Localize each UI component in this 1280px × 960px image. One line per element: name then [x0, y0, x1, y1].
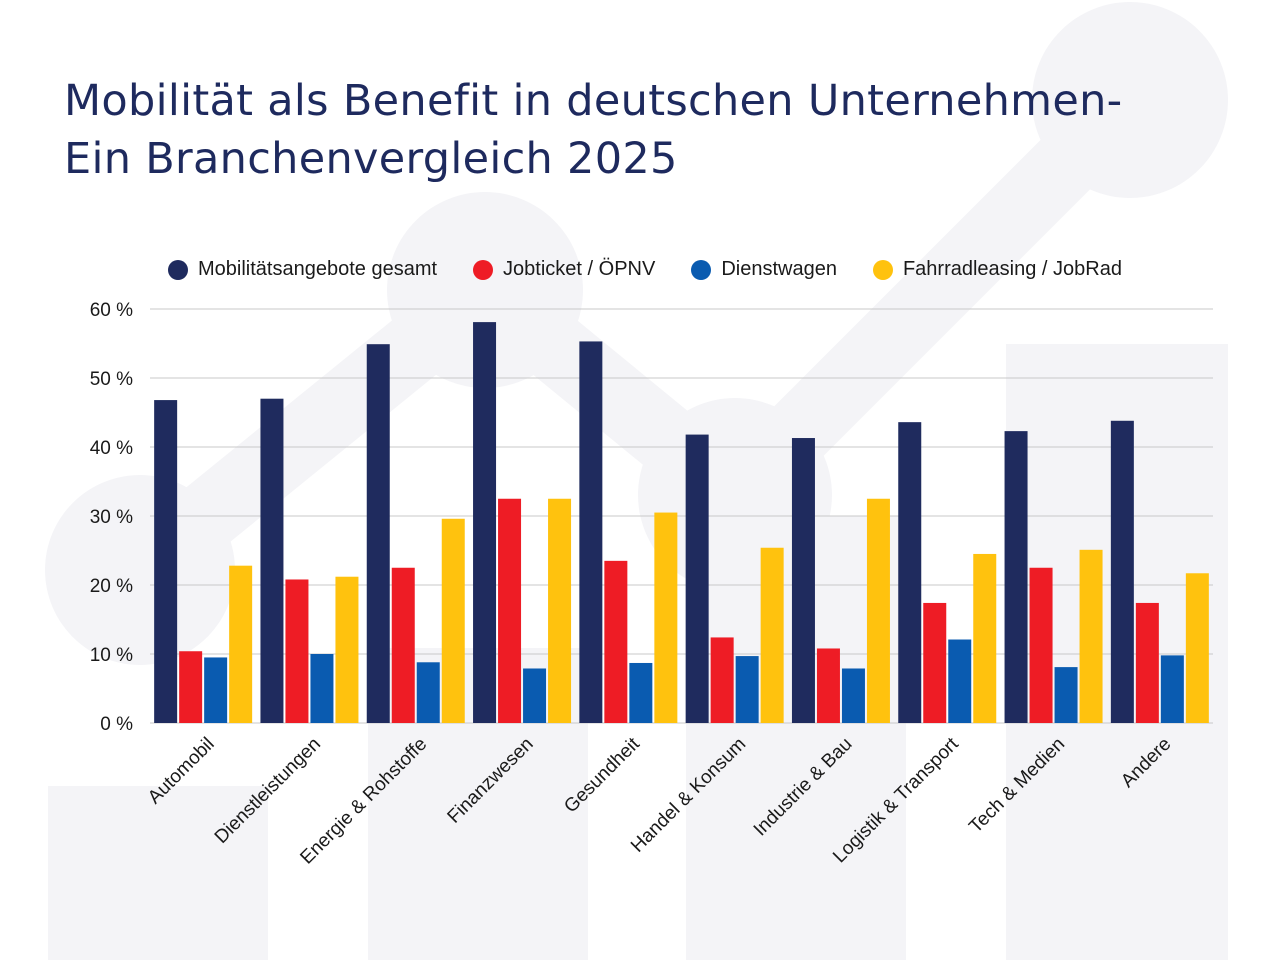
bar-mobilit-tsangebote-gesamt	[898, 422, 922, 723]
bar-fahrradleasing-jobrad	[441, 518, 465, 723]
legend-swatch	[168, 259, 188, 280]
bar-jobticket-pnv	[498, 498, 522, 723]
bar-fahrradleasing-jobrad	[866, 498, 890, 723]
bar-jobticket-pnv	[816, 648, 840, 723]
bar-fahrradleasing-jobrad	[973, 553, 997, 723]
legend-item: Mobilitätsangebote gesamt	[168, 258, 437, 281]
bar-dienstwagen	[523, 668, 547, 723]
legend-item: Jobticket / ÖPNV	[473, 258, 655, 281]
bar-dienstwagen	[735, 656, 759, 723]
bar-dienstwagen	[1160, 655, 1184, 723]
bar-mobilit-tsangebote-gesamt	[260, 398, 284, 723]
bar-fahrradleasing-jobrad	[1079, 549, 1103, 723]
bar-dienstwagen	[629, 662, 653, 723]
bar-dienstwagen	[1054, 667, 1078, 723]
bar-jobticket-pnv	[391, 567, 415, 723]
bar-mobilit-tsangebote-gesamt	[1110, 420, 1134, 723]
bar-fahrradleasing-jobrad	[335, 576, 359, 723]
y-tick-label: 30 %	[90, 507, 133, 528]
x-category-label: Dienstleistungen	[211, 734, 325, 848]
x-category-label: Tech & Medien	[965, 734, 1069, 838]
legend-item: Dienstwagen	[691, 258, 837, 281]
bar-jobticket-pnv	[923, 602, 947, 723]
bar-jobticket-pnv	[710, 637, 734, 723]
bar-mobilit-tsangebote-gesamt	[579, 341, 603, 723]
legend-label: Mobilitätsangebote gesamt	[198, 258, 438, 280]
bar-mobilit-tsangebote-gesamt	[473, 322, 497, 723]
y-tick-label: 60 %	[90, 300, 133, 321]
bar-dienstwagen	[310, 654, 334, 723]
x-category-label: Handel & Konsum	[627, 734, 750, 857]
y-tick-label: 50 %	[90, 369, 133, 390]
legend-item: Fahrradleasing / JobRad	[872, 258, 1122, 281]
bar-fahrradleasing-jobrad	[760, 547, 784, 723]
bar-mobilit-tsangebote-gesamt	[366, 344, 390, 723]
chart-legend: Mobilitätsangebote gesamt Jobticket / ÖPN…	[168, 258, 1122, 281]
bar-dienstwagen	[204, 657, 228, 723]
bar-mobilit-tsangebote-gesamt	[685, 434, 709, 723]
legend-swatch	[691, 259, 712, 280]
bar-dienstwagen	[841, 668, 865, 723]
bar-jobticket-pnv	[604, 560, 628, 723]
bar-dienstwagen	[948, 639, 972, 723]
chart-title-line-1: Mobilität als Benefit in deutschen Unter…	[64, 76, 1123, 126]
bar-fahrradleasing-jobrad	[229, 565, 253, 723]
legend-label: Dienstwagen	[721, 258, 837, 280]
bar-jobticket-pnv	[179, 651, 203, 723]
bar-mobilit-tsangebote-gesamt	[154, 400, 178, 723]
bar-jobticket-pnv	[1135, 602, 1159, 723]
bar-jobticket-pnv	[285, 579, 309, 723]
x-category-label: Industrie & Bau	[750, 734, 857, 841]
y-tick-label: 10 %	[90, 645, 133, 666]
x-category-label: Automobil	[144, 734, 219, 809]
x-category-label: Finanzwesen	[444, 734, 538, 828]
y-tick-label: 20 %	[90, 576, 133, 597]
legend-label: Fahrradleasing / JobRad	[902, 258, 1122, 280]
bar-fahrradleasing-jobrad	[548, 498, 572, 723]
legend-swatch	[473, 259, 494, 280]
x-category-label: Gesundheit	[560, 733, 644, 817]
legend-swatch	[872, 259, 893, 280]
bar-mobilit-tsangebote-gesamt	[1004, 431, 1028, 723]
bar-mobilit-tsangebote-gesamt	[791, 438, 815, 723]
legend-label: Jobticket / ÖPNV	[503, 258, 656, 280]
bar-dienstwagen	[416, 662, 440, 723]
y-tick-label: 0 %	[100, 714, 133, 735]
y-tick-label: 40 %	[90, 438, 133, 459]
x-category-label: Andere	[1117, 734, 1175, 792]
bar-jobticket-pnv	[1029, 567, 1053, 723]
bar-fahrradleasing-jobrad	[1185, 573, 1209, 723]
chart-title-line-2: Ein Branchenvergleich 2025	[64, 134, 678, 184]
bar-fahrradleasing-jobrad	[654, 512, 678, 723]
